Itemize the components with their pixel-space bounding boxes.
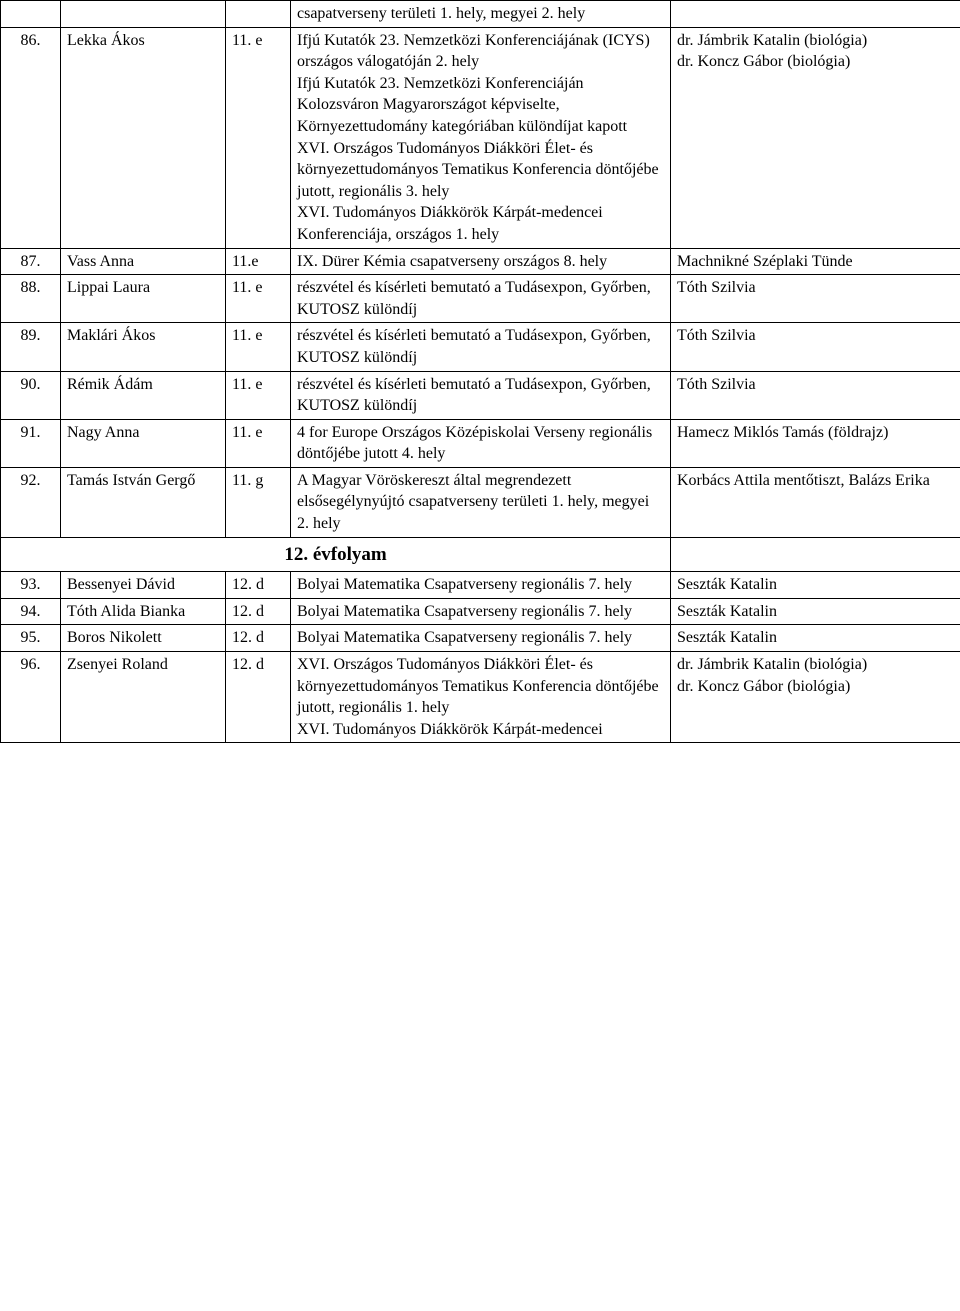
row-number: 94. [1, 598, 61, 625]
teacher-name: Machnikné Széplaki Tünde [671, 248, 960, 275]
student-name: Lippai Laura [61, 275, 226, 323]
competition-result: részvétel és kísérleti bemutató a Tudáse… [291, 323, 671, 371]
student-class: 12. d [226, 652, 291, 743]
teacher-name: Seszták Katalin [671, 598, 960, 625]
competition-result: csapatverseny területi 1. hely, megyei 2… [291, 1, 671, 28]
teacher-name: Tóth Szilvia [671, 275, 960, 323]
competition-result: Bolyai Matematika Csapatverseny regionál… [291, 625, 671, 652]
table-row: 94.Tóth Alida Bianka12. dBolyai Matemati… [1, 598, 960, 625]
teacher-name: Tóth Szilvia [671, 371, 960, 419]
table-row: csapatverseny területi 1. hely, megyei 2… [1, 1, 960, 28]
student-name: Tóth Alida Bianka [61, 598, 226, 625]
teacher-name: Tóth Szilvia [671, 323, 960, 371]
student-class: 12. d [226, 598, 291, 625]
student-class: 11. e [226, 323, 291, 371]
competition-result: Bolyai Matematika Csapatverseny regionál… [291, 598, 671, 625]
table-row: 88.Lippai Laura11. erészvétel és kísérle… [1, 275, 960, 323]
table-row: 93.Bessenyei Dávid12. dBolyai Matematika… [1, 572, 960, 599]
row-number: 93. [1, 572, 61, 599]
table-row: 12. évfolyam [1, 537, 960, 572]
competition-result: IX. Dürer Kémia csapatverseny országos 8… [291, 248, 671, 275]
student-class: 11. g [226, 467, 291, 537]
student-class [226, 1, 291, 28]
teacher-name: Korbács Attila mentőtiszt, Balázs Erika [671, 467, 960, 537]
competition-result: XVI. Országos Tudományos Diákköri Élet- … [291, 652, 671, 743]
student-class: 11. e [226, 27, 291, 248]
row-number: 86. [1, 27, 61, 248]
competition-result: Bolyai Matematika Csapatverseny regionál… [291, 572, 671, 599]
competition-result: 4 for Europe Országos Középiskolai Verse… [291, 419, 671, 467]
teacher-name: Seszták Katalin [671, 572, 960, 599]
teacher-name: dr. Jámbrik Katalin (biológia)dr. Koncz … [671, 652, 960, 743]
teacher-name [671, 1, 960, 28]
table-row: 86.Lekka Ákos11. eIfjú Kutatók 23. Nemze… [1, 27, 960, 248]
row-number: 96. [1, 652, 61, 743]
table-row: 87.Vass Anna11.eIX. Dürer Kémia csapatve… [1, 248, 960, 275]
student-class: 11. e [226, 275, 291, 323]
competition-result: részvétel és kísérleti bemutató a Tudáse… [291, 275, 671, 323]
table-row: 96.Zsenyei Roland12. dXVI. Országos Tudo… [1, 652, 960, 743]
student-name: Lekka Ákos [61, 27, 226, 248]
teacher-name: Seszták Katalin [671, 625, 960, 652]
section-empty-cell [671, 537, 960, 572]
row-number: 88. [1, 275, 61, 323]
row-number: 89. [1, 323, 61, 371]
student-class: 11.e [226, 248, 291, 275]
table-row: 89.Maklári Ákos11. erészvétel és kísérle… [1, 323, 960, 371]
student-class: 11. e [226, 371, 291, 419]
row-number: 87. [1, 248, 61, 275]
row-number: 92. [1, 467, 61, 537]
student-name: Zsenyei Roland [61, 652, 226, 743]
row-number: 95. [1, 625, 61, 652]
competition-result: részvétel és kísérleti bemutató a Tudáse… [291, 371, 671, 419]
student-class: 12. d [226, 572, 291, 599]
competition-result: A Magyar Vöröskereszt által megrendezett… [291, 467, 671, 537]
section-header: 12. évfolyam [1, 537, 671, 572]
student-class: 12. d [226, 625, 291, 652]
student-name: Bessenyei Dávid [61, 572, 226, 599]
table-row: 95.Boros Nikolett12. dBolyai Matematika … [1, 625, 960, 652]
teacher-name: dr. Jámbrik Katalin (biológia)dr. Koncz … [671, 27, 960, 248]
row-number [1, 1, 61, 28]
student-name [61, 1, 226, 28]
student-name: Vass Anna [61, 248, 226, 275]
row-number: 91. [1, 419, 61, 467]
row-number: 90. [1, 371, 61, 419]
table-row: 92.Tamás István Gergő11. gA Magyar Vörös… [1, 467, 960, 537]
results-table: csapatverseny területi 1. hely, megyei 2… [0, 0, 960, 743]
table-row: 90.Rémik Ádám11. erészvétel és kísérleti… [1, 371, 960, 419]
competition-result: Ifjú Kutatók 23. Nemzetközi Konferenciáj… [291, 27, 671, 248]
student-name: Boros Nikolett [61, 625, 226, 652]
student-class: 11. e [226, 419, 291, 467]
student-name: Maklári Ákos [61, 323, 226, 371]
student-name: Rémik Ádám [61, 371, 226, 419]
table-row: 91.Nagy Anna11. e4 for Europe Országos K… [1, 419, 960, 467]
teacher-name: Hamecz Miklós Tamás (földrajz) [671, 419, 960, 467]
student-name: Tamás István Gergő [61, 467, 226, 537]
student-name: Nagy Anna [61, 419, 226, 467]
